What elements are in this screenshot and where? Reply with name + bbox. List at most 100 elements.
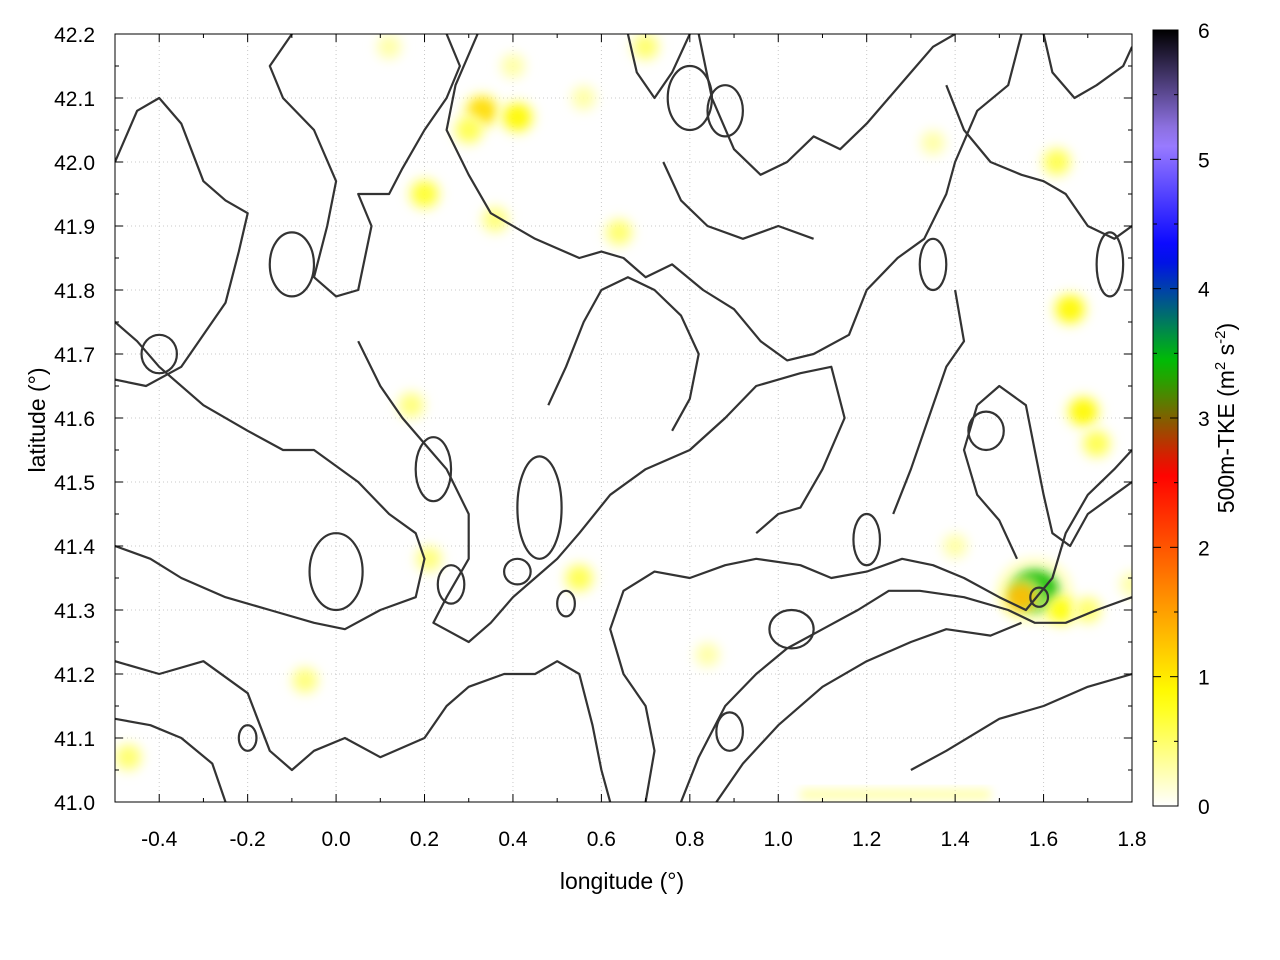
tke-blob	[400, 394, 423, 416]
contour-loop	[237, 724, 258, 752]
colorbar-tick-label: 4	[1198, 279, 1210, 302]
x-tick-label: 0.8	[675, 828, 704, 851]
x-tick-label: 1.4	[941, 828, 971, 851]
tke-blob	[1048, 598, 1074, 622]
tke-field	[115, 34, 1132, 800]
y-tick-label: 41.7	[54, 344, 95, 367]
contour-line	[697, 34, 956, 176]
tke-blob	[634, 35, 657, 58]
x-axis-title: longitude (°)	[560, 868, 684, 894]
colorbar-tick-label: 2	[1198, 537, 1210, 560]
tke-blob	[944, 535, 966, 557]
y-tick-label: 42.0	[54, 152, 95, 175]
contour-loop	[852, 512, 882, 567]
x-tick-label: 0.2	[410, 828, 439, 851]
colorbar-label: 500m-TKE (m2 s-2)	[1212, 323, 1239, 513]
y-tick-label: 41.8	[54, 280, 95, 303]
tke-blob	[484, 208, 507, 231]
colorbar-tick-label: 1	[1198, 667, 1210, 690]
tke-blob	[1070, 399, 1097, 424]
contour-line	[892, 289, 966, 515]
contour-line	[910, 672, 1132, 771]
contour-line	[115, 717, 227, 802]
colorbar-tick-label: 5	[1198, 149, 1210, 172]
tke-blob	[608, 221, 631, 244]
tke-blob	[1045, 150, 1069, 174]
contour-line	[268, 34, 461, 298]
contour-line	[357, 340, 846, 644]
contour-loop	[706, 84, 744, 138]
terrain-contours	[115, 34, 1132, 802]
contour-line	[609, 449, 1132, 802]
y-tick-label: 42.2	[54, 24, 95, 47]
contour-loop	[140, 333, 179, 375]
tke-blob	[1085, 432, 1109, 455]
x-tick-label: -0.4	[141, 828, 178, 851]
tke-blob	[567, 566, 591, 590]
y-tick-label: 41.1	[54, 728, 95, 751]
tke-blob	[697, 644, 718, 666]
colorbar: 0 1 2 3 4 5 6 500m-TKE (m2 s-2)	[1152, 20, 1239, 819]
y-tick-label: 41.5	[54, 472, 95, 495]
x-tick-label: -0.2	[230, 828, 266, 851]
contour-loop	[715, 711, 744, 752]
tke-blob	[1121, 574, 1132, 595]
colorbar-tick-label: 6	[1198, 20, 1210, 43]
contour-line	[1042, 34, 1132, 100]
contour-line	[976, 384, 1132, 548]
tke-blob	[457, 118, 481, 142]
tke-blob	[1057, 296, 1083, 322]
contour-loop	[967, 410, 1005, 452]
contour-line	[115, 321, 426, 631]
tke-blob	[117, 746, 140, 769]
tke-band	[800, 789, 991, 800]
contour-loop	[556, 589, 576, 618]
contour-loop	[268, 231, 316, 298]
x-tick-label: 1.2	[852, 828, 881, 851]
tke-blob	[412, 182, 437, 206]
contour-loop	[1095, 231, 1125, 298]
x-tick-label: 0.6	[587, 828, 616, 851]
contour-loop	[918, 237, 948, 292]
contour-loop	[414, 436, 453, 503]
colorbar-tick-label: 3	[1198, 408, 1210, 431]
tke-blob	[378, 36, 400, 58]
tke-blob	[502, 55, 524, 77]
colorbar-tick-label: 0	[1198, 796, 1210, 819]
y-tick-label: 41.2	[54, 664, 95, 687]
y-tick-label: 41.0	[54, 792, 95, 815]
contour-loop	[308, 532, 364, 612]
contour-line	[115, 96, 249, 388]
x-tick-label: 1.6	[1029, 828, 1058, 851]
y-axis-ticks: 41.0 41.1 41.2 41.3 41.4 41.5 41.6 41.7 41.8 41.9…	[54, 24, 1132, 815]
y-tick-label: 41.6	[54, 408, 95, 431]
tke-blob	[504, 104, 531, 130]
contour-loop	[1029, 586, 1050, 608]
contour-line	[445, 34, 1023, 362]
contour-line	[115, 660, 612, 802]
x-tick-label: 1.8	[1117, 828, 1146, 851]
y-axis-title: latitude (°)	[24, 367, 50, 472]
x-tick-label: 0.4	[498, 828, 528, 851]
contour-line	[547, 276, 700, 432]
contour-loop	[666, 64, 714, 132]
tke-blob	[573, 87, 594, 109]
x-tick-label: 1.0	[764, 828, 793, 851]
y-tick-label: 41.3	[54, 600, 95, 623]
contour-line	[662, 161, 814, 240]
colorbar-ticks: 0 1 2 3 4 5 6	[1153, 20, 1210, 819]
contour-loop	[516, 455, 563, 560]
contour-loop	[503, 557, 532, 586]
tke-blob	[922, 132, 944, 154]
tke-blob	[294, 669, 316, 692]
contour-loop	[768, 608, 815, 650]
y-tick-label: 41.9	[54, 216, 95, 239]
contour-line	[715, 621, 1022, 802]
x-axis-ticks: -0.4 -0.2 0.0 0.2 0.4 0.6 0.8 1.0 1.2 1.4 1.6 1.8	[141, 34, 1147, 851]
y-tick-label: 41.4	[54, 536, 95, 559]
contour-line	[626, 34, 691, 100]
x-tick-label: 0.0	[321, 828, 350, 851]
contour-loop	[436, 564, 466, 605]
contour-line	[679, 589, 1132, 802]
